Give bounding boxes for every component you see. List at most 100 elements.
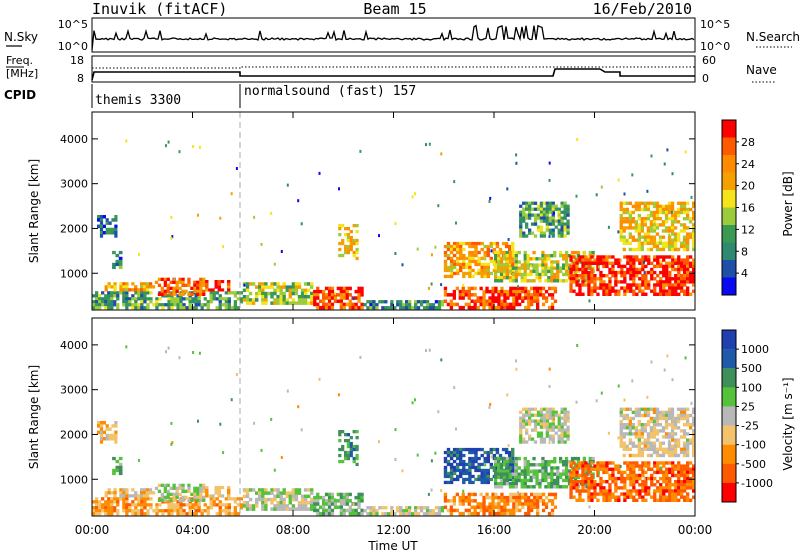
scatter-cell <box>187 486 191 490</box>
scatter-cell <box>502 460 507 464</box>
scatter-cell <box>545 410 549 414</box>
scatter-cell <box>608 495 612 499</box>
scatter-cell <box>670 416 673 420</box>
scatter-cell <box>619 223 623 227</box>
scatter-cell <box>105 424 109 428</box>
scatter-cell <box>553 478 557 483</box>
scatter-cell <box>468 468 472 473</box>
scatter-cell <box>194 300 198 304</box>
scatter-cell <box>671 470 675 475</box>
scatter-cell <box>352 253 356 258</box>
scatter-cell <box>689 261 693 265</box>
scatter-cell <box>499 279 504 283</box>
scatter-cell <box>623 192 626 196</box>
scatter-cell <box>596 498 600 502</box>
scatter-cell <box>590 480 594 484</box>
scatter-cell <box>670 426 675 430</box>
scatter-cell <box>218 300 222 304</box>
scatter-cell <box>559 485 563 489</box>
scatter-cell <box>375 306 379 310</box>
scatter-cell <box>542 216 547 220</box>
scatter-cell <box>338 224 342 228</box>
scatter-cell <box>209 506 213 510</box>
scatter-cell <box>360 305 364 310</box>
scatter-cell <box>176 306 180 310</box>
scatter-cell <box>550 276 554 280</box>
scatter-cell <box>217 491 221 495</box>
scatter-cell <box>670 220 675 224</box>
scatter-cell <box>294 507 299 511</box>
scatter-cell <box>655 204 660 209</box>
scatter-cell <box>544 257 548 261</box>
scatter-cell <box>667 444 672 448</box>
scatter-cell <box>522 216 526 220</box>
scatter-cell <box>497 485 501 489</box>
scatter-cell <box>662 258 666 262</box>
scatter-cell <box>551 222 555 226</box>
scatter-cell <box>255 298 259 302</box>
scatter-cell <box>631 441 635 445</box>
scatter-cell <box>548 201 552 205</box>
scatter-cell <box>596 286 600 290</box>
scatter-cell <box>261 285 265 289</box>
scatter-cell <box>541 302 546 307</box>
scatter-cell <box>522 219 526 223</box>
scatter-cell <box>218 303 222 307</box>
scatter-cell <box>425 306 430 310</box>
scatter-cell <box>499 456 504 461</box>
scatter-cell <box>341 444 345 449</box>
scatter-cell <box>520 472 524 476</box>
scatter-cell <box>474 477 478 482</box>
scatter-cell <box>473 492 477 497</box>
scatter-cell <box>553 260 557 264</box>
scatter-cell <box>542 213 547 217</box>
scatter-cell <box>557 434 561 438</box>
scatter-cell <box>509 302 513 307</box>
scatter-cell <box>500 299 504 303</box>
scatter-cell <box>548 422 552 426</box>
scatter-cell <box>522 437 526 441</box>
scatter-cell <box>474 250 478 255</box>
scatter-cell <box>514 475 518 480</box>
search-label: N.Search <box>746 30 800 44</box>
scatter-cell <box>680 277 684 281</box>
scatter-cell <box>483 271 487 276</box>
scatter-cell <box>676 232 681 236</box>
scatter-cell <box>169 292 173 296</box>
scatter-cell <box>381 306 385 310</box>
scatter-cell <box>542 437 547 441</box>
scatter-cell <box>658 223 663 227</box>
scatter-cell <box>551 410 555 414</box>
scatter-cell <box>479 302 483 307</box>
scatter-cell <box>572 267 576 272</box>
scatter-cell <box>462 447 466 452</box>
scatter-cell <box>134 297 138 301</box>
scatter-cell <box>104 294 108 298</box>
scatter-cell <box>533 428 538 432</box>
scatter-cell <box>297 488 302 492</box>
scatter-cell <box>517 266 521 270</box>
scatter-cell <box>333 299 338 303</box>
scatter-cell <box>480 462 484 467</box>
scatter-cell <box>605 489 609 493</box>
scatter-cell <box>462 283 465 287</box>
scatter-cell <box>354 296 358 300</box>
scatter-cell <box>551 201 555 205</box>
scatter-cell <box>473 286 477 291</box>
scatter-cell <box>104 500 108 504</box>
scatter-cell <box>443 468 448 473</box>
scatter-cell <box>686 419 690 424</box>
scatter-cell <box>625 239 628 243</box>
scatter-cell <box>677 286 681 290</box>
scatter-cell <box>576 250 581 255</box>
scatter-cell <box>443 293 448 297</box>
scatter-cell <box>523 475 527 480</box>
scatter-cell <box>551 228 555 232</box>
scatter-cell <box>637 207 641 212</box>
scatter-cell <box>564 460 569 464</box>
scatter-cell <box>227 280 231 284</box>
scatter-cell <box>625 210 629 215</box>
scatter-cell <box>655 447 660 451</box>
scatter-cell <box>664 447 669 451</box>
scatter-cell <box>125 294 129 298</box>
